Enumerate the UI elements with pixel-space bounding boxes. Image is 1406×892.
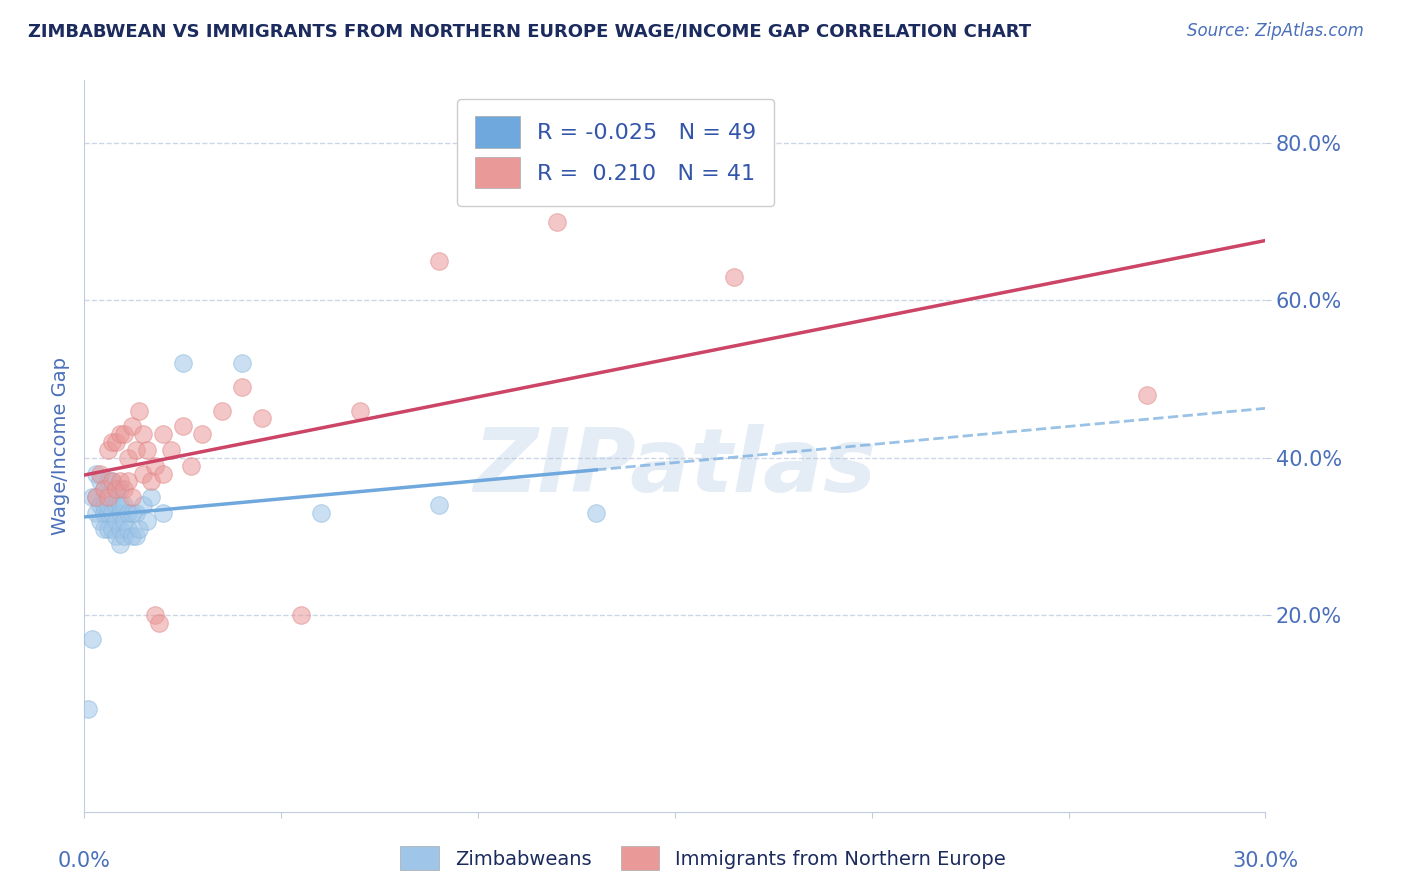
Point xyxy=(89,498,111,512)
Point xyxy=(97,506,120,520)
Point xyxy=(84,490,107,504)
Point xyxy=(104,529,127,543)
Point xyxy=(121,419,143,434)
Text: ZIPatlas: ZIPatlas xyxy=(474,425,876,511)
Point xyxy=(117,522,139,536)
Point xyxy=(108,427,131,442)
Point xyxy=(97,442,120,457)
Point xyxy=(84,467,107,481)
Point xyxy=(117,475,139,489)
Point xyxy=(93,482,115,496)
Point xyxy=(141,475,163,489)
Point xyxy=(121,506,143,520)
Text: Source: ZipAtlas.com: Source: ZipAtlas.com xyxy=(1187,22,1364,40)
Point xyxy=(104,514,127,528)
Point xyxy=(97,475,120,489)
Point xyxy=(128,403,150,417)
Point xyxy=(290,608,312,623)
Legend: Zimbabweans, Immigrants from Northern Europe: Zimbabweans, Immigrants from Northern Eu… xyxy=(392,838,1014,878)
Point xyxy=(136,442,159,457)
Point xyxy=(349,403,371,417)
Point xyxy=(89,475,111,489)
Point xyxy=(231,380,253,394)
Point xyxy=(112,427,135,442)
Point xyxy=(211,403,233,417)
Point xyxy=(121,490,143,504)
Point xyxy=(132,498,155,512)
Point xyxy=(250,411,273,425)
Text: 0.0%: 0.0% xyxy=(58,851,111,871)
Point xyxy=(546,215,568,229)
Point xyxy=(124,442,146,457)
Text: 30.0%: 30.0% xyxy=(1232,851,1299,871)
Point xyxy=(143,458,166,473)
Point xyxy=(585,506,607,520)
Point xyxy=(136,514,159,528)
Y-axis label: Wage/Income Gap: Wage/Income Gap xyxy=(52,357,70,535)
Point xyxy=(160,442,183,457)
Point xyxy=(172,419,194,434)
Point xyxy=(231,356,253,370)
Point xyxy=(93,522,115,536)
Point xyxy=(141,490,163,504)
Point xyxy=(124,506,146,520)
Point xyxy=(427,498,450,512)
Point xyxy=(172,356,194,370)
Text: ZIMBABWEAN VS IMMIGRANTS FROM NORTHERN EUROPE WAGE/INCOME GAP CORRELATION CHART: ZIMBABWEAN VS IMMIGRANTS FROM NORTHERN E… xyxy=(28,22,1031,40)
Point xyxy=(97,522,120,536)
Point xyxy=(101,475,124,489)
Point xyxy=(104,482,127,496)
Point xyxy=(309,506,332,520)
Point xyxy=(121,529,143,543)
Point xyxy=(180,458,202,473)
Point xyxy=(104,482,127,496)
Point xyxy=(77,702,100,716)
Point xyxy=(93,506,115,520)
Point xyxy=(112,514,135,528)
Point xyxy=(427,254,450,268)
Point xyxy=(101,490,124,504)
Point xyxy=(117,506,139,520)
Point xyxy=(84,506,107,520)
Point xyxy=(84,490,107,504)
Point xyxy=(101,435,124,450)
Point xyxy=(117,450,139,465)
Point xyxy=(108,498,131,512)
Point xyxy=(97,490,120,504)
Point xyxy=(108,522,131,536)
Point xyxy=(143,608,166,623)
Point xyxy=(128,522,150,536)
Point xyxy=(112,482,135,496)
Point xyxy=(108,506,131,520)
Point xyxy=(152,506,174,520)
Point xyxy=(89,514,111,528)
Point xyxy=(124,529,146,543)
Point xyxy=(148,615,170,630)
Point xyxy=(89,467,111,481)
Point xyxy=(93,498,115,512)
Point xyxy=(1136,388,1159,402)
Point xyxy=(93,482,115,496)
Point xyxy=(104,435,127,450)
Point xyxy=(104,498,127,512)
Point xyxy=(108,537,131,551)
Legend: R = -0.025   N = 49, R =  0.210   N = 41: R = -0.025 N = 49, R = 0.210 N = 41 xyxy=(457,99,775,206)
Point xyxy=(82,632,104,646)
Point xyxy=(97,498,120,512)
Point xyxy=(108,482,131,496)
Point xyxy=(152,467,174,481)
Point xyxy=(101,475,124,489)
Point xyxy=(82,490,104,504)
Point xyxy=(101,506,124,520)
Point xyxy=(132,467,155,481)
Point xyxy=(101,522,124,536)
Point xyxy=(152,427,174,442)
Point xyxy=(723,269,745,284)
Point xyxy=(112,498,135,512)
Point xyxy=(132,427,155,442)
Point xyxy=(191,427,214,442)
Point xyxy=(108,475,131,489)
Point xyxy=(112,529,135,543)
